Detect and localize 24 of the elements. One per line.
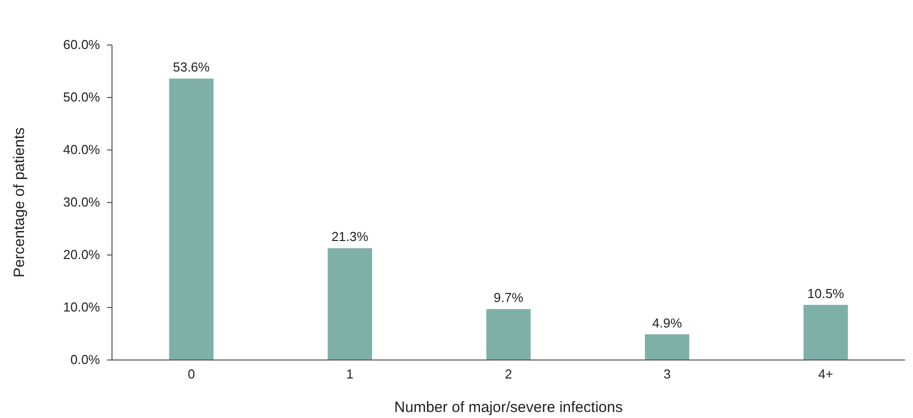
- x-tick-label: 2: [504, 366, 512, 382]
- x-axis-title: Number of major/severe infections: [394, 399, 623, 416]
- y-tick-label: 10.0%: [63, 300, 100, 315]
- y-axis-title: Percentage of patients: [11, 127, 28, 278]
- x-tick-label: 0: [188, 366, 195, 382]
- x-tick-label: 4+: [818, 366, 834, 382]
- x-tick-label: 1: [346, 366, 354, 382]
- bar: [644, 334, 690, 360]
- data-label: 21.3%: [331, 229, 369, 244]
- bar: [169, 78, 214, 360]
- bar: [803, 304, 848, 360]
- data-label: 10.5%: [807, 286, 845, 301]
- y-tick-label: 30.0%: [63, 194, 100, 210]
- y-tick-label: 60.0%: [63, 37, 100, 52]
- x-tick-label: 3: [663, 366, 671, 382]
- bar: [328, 248, 372, 360]
- data-label: 9.7%: [494, 290, 524, 306]
- y-tick-label: 0.0%: [70, 352, 100, 368]
- y-tick-label: 50.0%: [63, 90, 100, 105]
- y-tick-label: 40.0%: [63, 142, 100, 158]
- data-label: 4.9%: [652, 315, 682, 330]
- y-tick-label: 20.0%: [63, 247, 100, 262]
- data-label: 53.6%: [172, 60, 210, 75]
- bar: [486, 309, 531, 360]
